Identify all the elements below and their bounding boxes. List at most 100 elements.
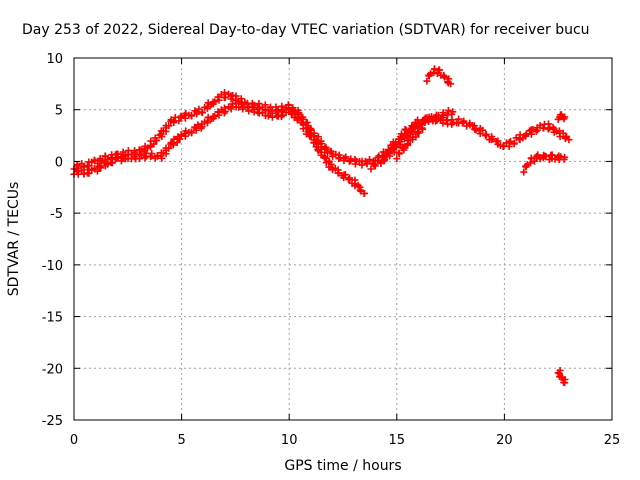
data-point — [268, 113, 276, 121]
data-point — [510, 139, 518, 147]
data-point — [221, 107, 229, 115]
data-point — [78, 166, 86, 174]
y-tick-label: -20 — [42, 362, 63, 377]
data-point — [532, 127, 540, 135]
data-point — [93, 167, 101, 175]
data-point — [381, 156, 389, 164]
data-point — [177, 112, 185, 120]
y-tick-label: 5 — [55, 104, 63, 119]
x-tick-label: 10 — [281, 433, 298, 448]
data-point — [512, 134, 520, 142]
data-point — [447, 80, 455, 88]
data-point — [321, 144, 329, 152]
data-point — [489, 135, 497, 143]
data-point — [187, 111, 195, 119]
data-point — [327, 160, 335, 168]
data-point — [507, 137, 515, 145]
data-point — [198, 123, 206, 131]
data-point — [482, 131, 490, 139]
data-point — [108, 159, 116, 167]
data-point — [557, 373, 565, 381]
data-point — [288, 110, 296, 118]
data-point — [227, 95, 235, 103]
x-tick-label: 25 — [604, 433, 621, 448]
data-point — [423, 77, 431, 85]
data-point — [561, 379, 569, 387]
data-point — [417, 121, 425, 129]
data-point — [470, 122, 478, 130]
tick-labels: 0 5 10 15 20 25 10 5 0 -5 -10 -15 -20 -25 — [42, 52, 621, 448]
y-tick-label: 10 — [46, 52, 63, 67]
data-point — [542, 152, 550, 160]
y-tick-label: -25 — [42, 414, 63, 429]
tick-marks — [73, 57, 613, 421]
data-point — [440, 73, 448, 81]
data-point — [499, 142, 507, 150]
data-point — [245, 107, 253, 115]
data-point — [361, 189, 369, 197]
data-point — [221, 93, 229, 101]
data-point — [341, 171, 349, 179]
x-tick-label: 0 — [70, 433, 78, 448]
data-point — [392, 143, 400, 151]
data-point — [399, 144, 407, 152]
data-point — [548, 151, 556, 159]
data-point — [182, 127, 190, 135]
data-point — [494, 137, 502, 145]
data-point — [310, 139, 318, 147]
data-point — [404, 140, 412, 148]
data-point — [449, 108, 457, 116]
data-point — [346, 174, 354, 182]
data-point — [370, 161, 378, 169]
data-point — [444, 107, 452, 115]
data-point — [390, 148, 398, 156]
data-point — [561, 113, 569, 121]
x-tick-label: 15 — [389, 433, 406, 448]
data-point — [520, 168, 528, 176]
data-points — [70, 65, 573, 387]
data-point — [299, 119, 307, 127]
y-tick-label: 0 — [55, 155, 63, 170]
grid-lines — [74, 58, 612, 420]
data-point — [211, 112, 219, 120]
y-tick-label: -5 — [50, 207, 63, 222]
data-point — [367, 165, 375, 173]
series-track-f — [520, 151, 569, 176]
data-point — [322, 143, 330, 151]
data-point — [534, 151, 542, 159]
data-point — [153, 137, 161, 145]
data-point — [415, 129, 423, 137]
y-tick-label: -10 — [42, 259, 63, 274]
plot-frame — [73, 57, 613, 421]
data-point — [412, 133, 420, 141]
series-track-h — [554, 366, 569, 387]
data-point — [433, 69, 441, 77]
data-point — [187, 128, 195, 136]
data-point — [278, 108, 286, 116]
data-point — [165, 144, 173, 152]
data-point — [435, 66, 443, 74]
data-point — [396, 138, 404, 146]
data-point — [559, 129, 567, 137]
data-point — [148, 150, 156, 158]
x-tick-label: 5 — [177, 433, 185, 448]
data-point — [366, 156, 374, 164]
y-axis-label: SDTVAR / TECUs — [6, 182, 22, 297]
x-tick-label: 20 — [496, 433, 513, 448]
data-point — [124, 151, 132, 159]
data-point — [533, 126, 541, 134]
y-tick-label: -15 — [42, 311, 63, 326]
data-point — [565, 136, 573, 144]
data-point — [561, 153, 569, 161]
data-point — [321, 153, 329, 161]
data-point — [419, 125, 427, 133]
data-point — [318, 148, 326, 156]
data-point — [176, 135, 184, 143]
series-track-e — [423, 65, 455, 88]
data-point — [177, 131, 185, 139]
chart-title: Day 253 of 2022, Sidereal Day-to-day VTE… — [22, 22, 590, 38]
data-point — [342, 153, 350, 161]
data-point — [363, 160, 371, 168]
